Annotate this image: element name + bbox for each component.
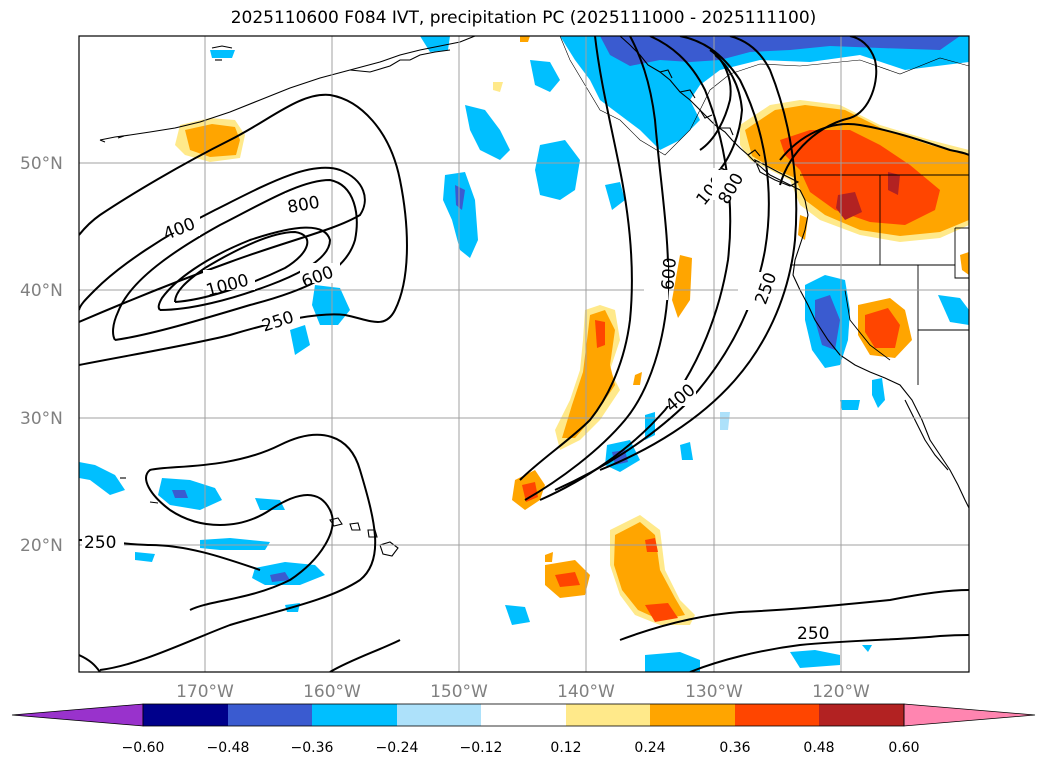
lon-label: 160°W <box>303 682 361 702</box>
longitude-labels: 170°W 160°W 150°W 140°W 130°W 120°W <box>176 682 870 702</box>
colorbar-segment <box>481 704 566 726</box>
plot-area: 400 800 1000 600 250 1000 800 600 250 40… <box>79 36 969 672</box>
lon-label: 170°W <box>176 682 234 702</box>
colorbar-tick: 0.24 <box>634 740 665 756</box>
latitude-labels: 50°N 40°N 30°N 20°N <box>20 154 63 556</box>
contour-label: 250 <box>797 624 829 644</box>
lon-label: 150°W <box>430 682 488 702</box>
boundaries <box>790 174 969 385</box>
colorbar-segment <box>143 704 228 726</box>
lat-label: 30°N <box>20 409 63 429</box>
colorbar-extend-high <box>903 703 1036 727</box>
colorbar-tick: 0.60 <box>888 740 919 756</box>
colorbar-segment <box>228 704 312 726</box>
map-title: 2025110600 F084 IVT, precipitation PC (2… <box>230 8 817 28</box>
lon-label: 140°W <box>557 682 615 702</box>
contour-labels: 400 800 1000 600 250 1000 800 600 250 40… <box>82 164 837 644</box>
colorbar-tick: −0.48 <box>207 740 250 756</box>
colorbar-tick: −0.12 <box>460 740 503 756</box>
colorbar-segment <box>566 704 650 726</box>
precip-shading <box>79 36 969 672</box>
ivt-contours <box>79 36 969 672</box>
colorbar-segment <box>397 704 481 726</box>
colorbar-segment <box>650 704 735 726</box>
colorbar-segment <box>735 704 819 726</box>
colorbar-tick: 0.36 <box>719 740 750 756</box>
contour-label: 250 <box>84 533 116 553</box>
colorbar-tick: −0.60 <box>122 740 165 756</box>
lon-label: 130°W <box>685 682 743 702</box>
lat-label: 50°N <box>20 154 63 174</box>
colorbar-tick: −0.36 <box>291 740 334 756</box>
colorbar-tick: 0.12 <box>550 740 581 756</box>
colorbar: −0.60 −0.48 −0.36 −0.24 −0.12 0.12 0.24 … <box>11 703 1036 756</box>
lat-label: 40°N <box>20 281 63 301</box>
contour-label: 600 <box>658 257 681 291</box>
colorbar-tick: 0.48 <box>803 740 834 756</box>
plot-frame <box>78 35 970 673</box>
colorbar-segment <box>312 704 397 726</box>
colorbar-extend-low <box>11 703 144 727</box>
lat-label: 20°N <box>20 536 63 556</box>
colorbar-tick: −0.24 <box>376 740 419 756</box>
lon-label: 120°W <box>812 682 870 702</box>
colorbar-segment <box>819 704 904 726</box>
